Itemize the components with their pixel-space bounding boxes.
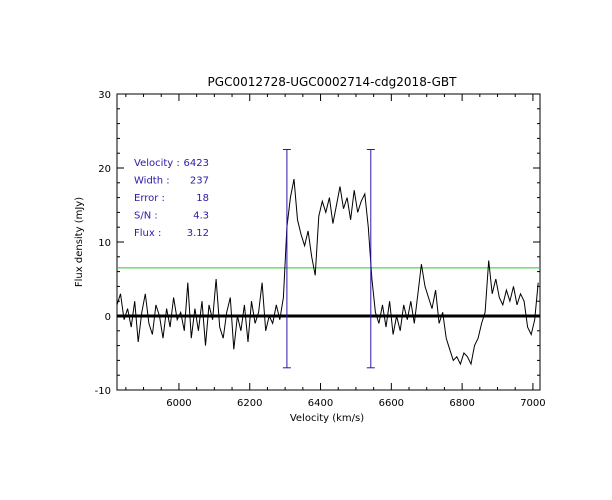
annotation-label: Width : [134,176,170,187]
annotation-label: Velocity : [134,158,180,169]
annotation-value: 18 [196,193,209,204]
measurement-annotations: Velocity : 6423 Width : 237 Error : 18 S/N : 4.… [134,158,209,239]
plot-frame [116,93,541,391]
x-tick-label: 6800 [449,398,474,409]
annotation-value: 3.12 [187,228,209,239]
x-tick-label: 6200 [237,398,262,409]
y-tick-label: -10 [95,386,111,397]
y-tick-label: 10 [98,238,111,249]
spectrum-line [116,179,539,366]
annotation-label: S/N : [134,211,158,222]
x-axis-title: Velocity (km/s) [290,413,364,424]
annotation-label: Error : [134,193,165,204]
x-tick-label: 6600 [379,398,404,409]
x-tick-label: 7000 [520,398,545,409]
annotation-value: 6423 [184,158,209,169]
plot-area: 6000 6200 6400 6600 6800 7000 -10 0 10 20 30 [95,90,546,409]
annotation-label: Flux : [134,228,161,239]
y-tick-label: 0 [105,312,111,323]
y-tick-label: 20 [98,164,111,175]
x-tick-label: 6000 [166,398,191,409]
y-axis-title: Flux density (mJy) [74,197,85,287]
annotation-value: 237 [190,176,209,187]
annotation-value: 4.3 [193,211,209,222]
x-tick-label: 6400 [308,398,333,409]
chart-title: PGC0012728-UGC0002714-cdg2018-GBT [208,75,458,89]
y-tick-label: 30 [98,90,111,101]
